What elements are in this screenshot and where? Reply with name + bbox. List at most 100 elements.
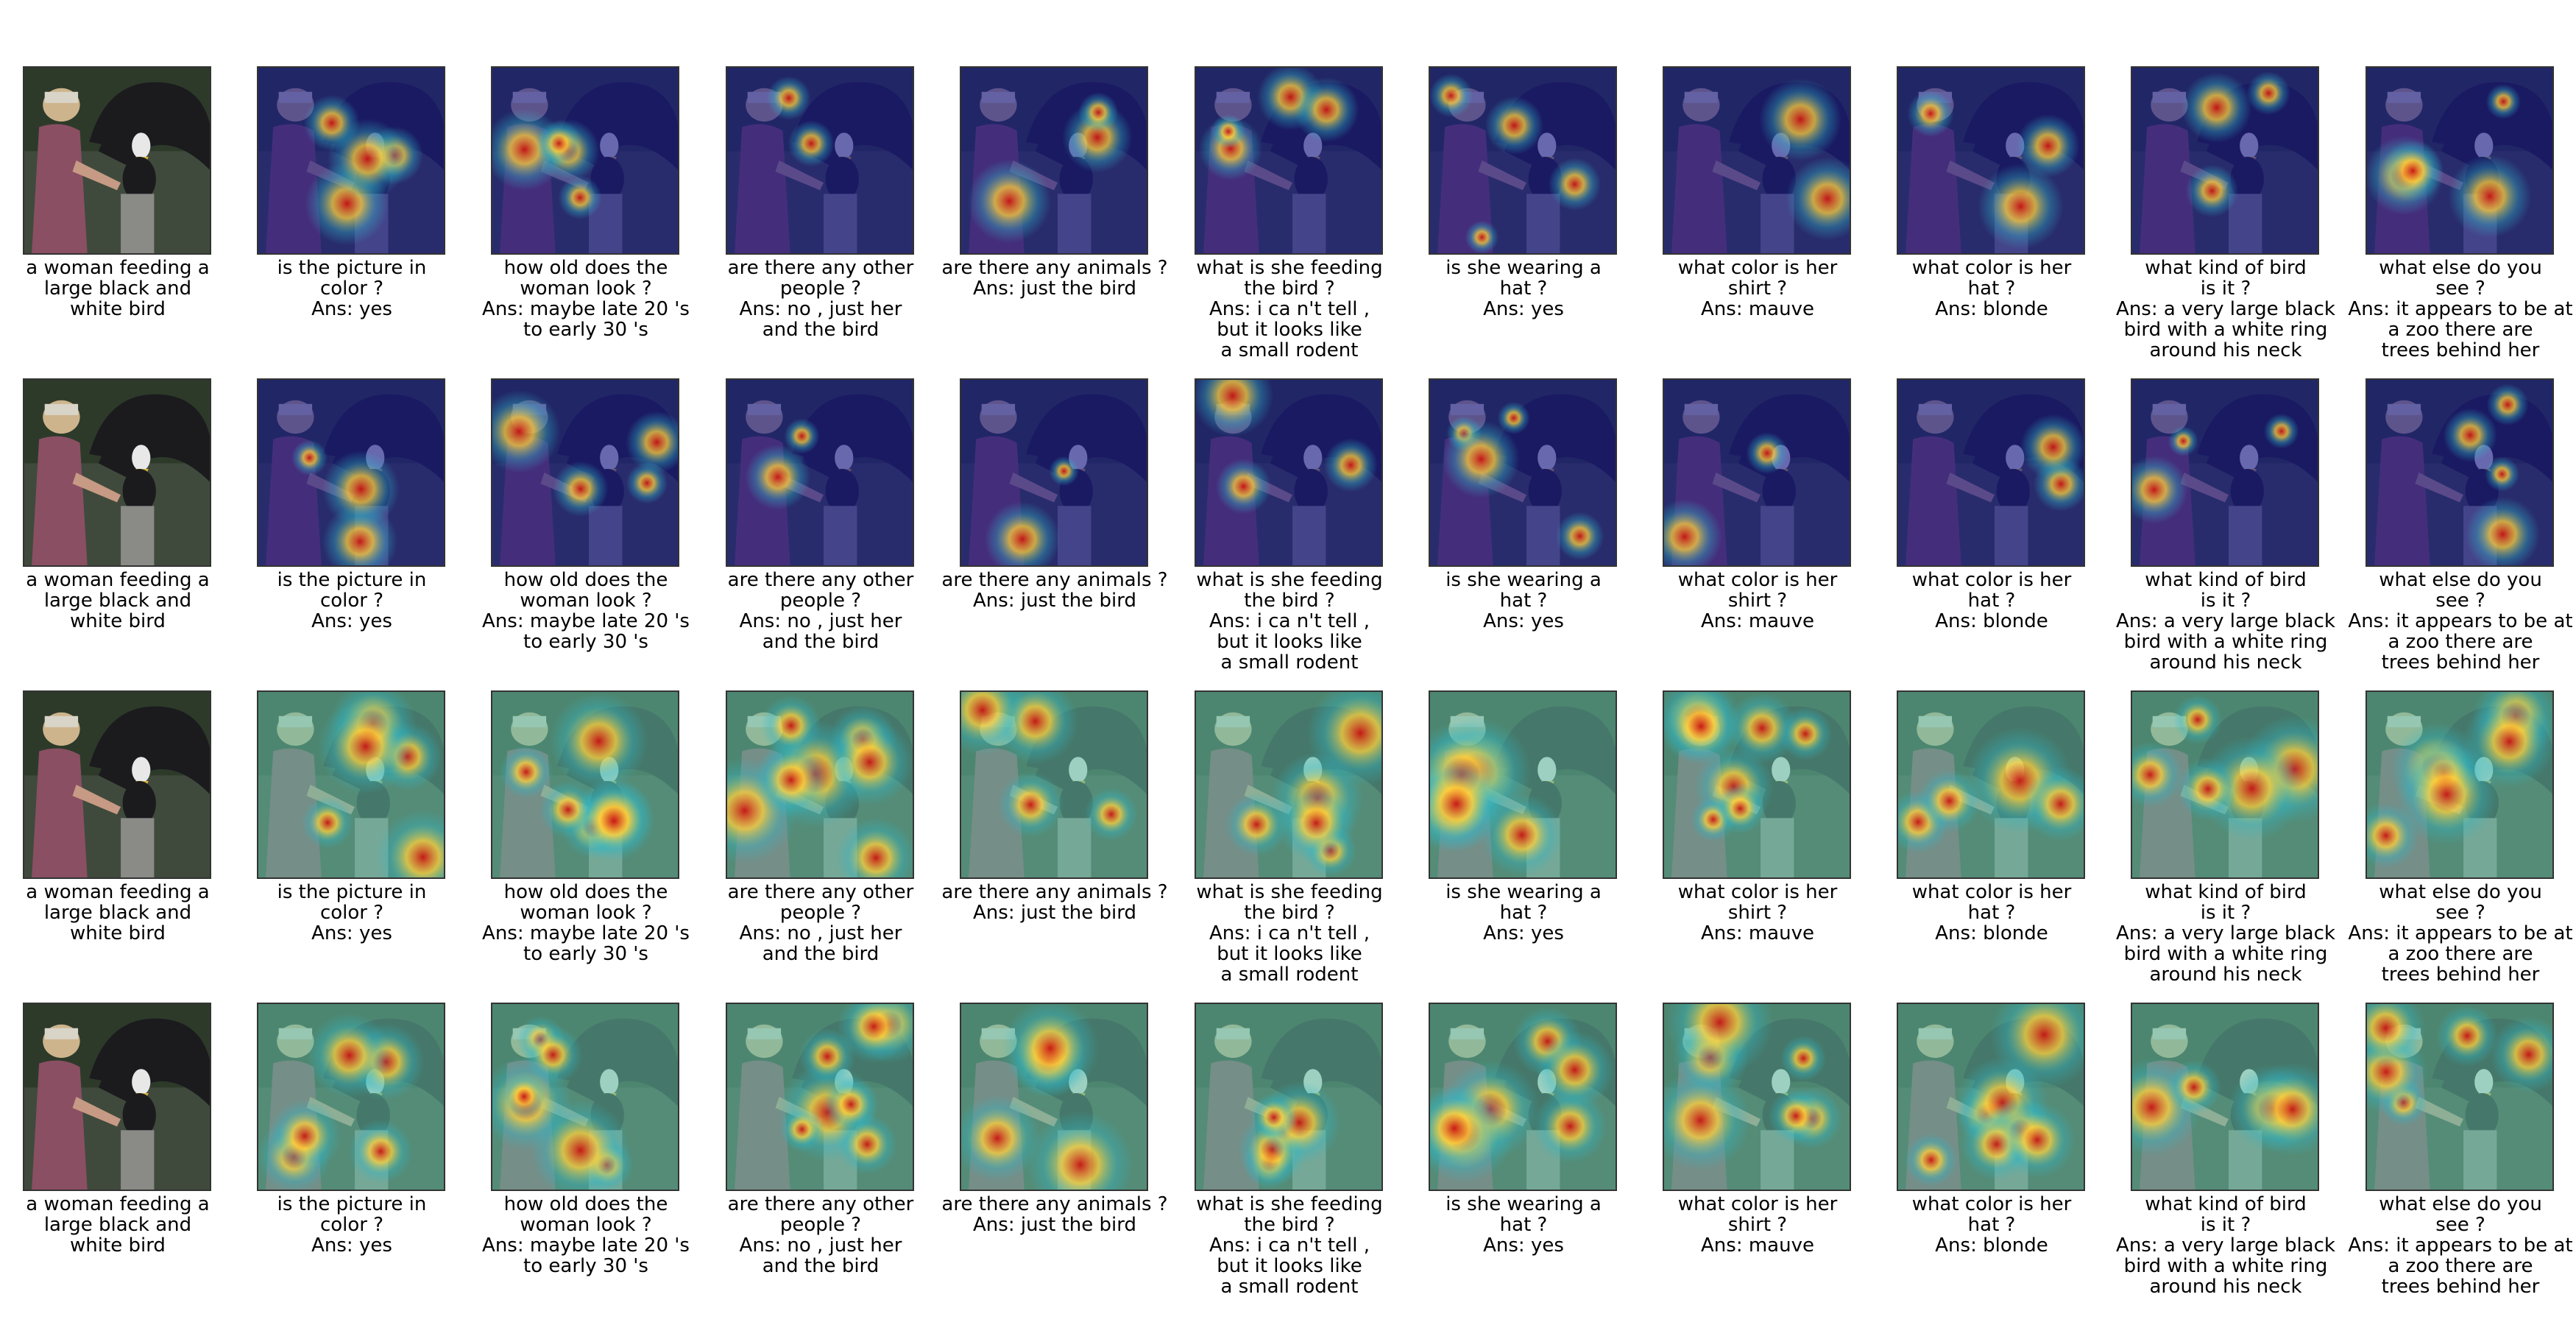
question-answer-caption: are there any animals ? Ans: just the bir…: [937, 258, 1172, 299]
question-answer-caption: are there any animals ? Ans: just the bir…: [937, 570, 1172, 611]
heatmap-panel: [1195, 378, 1383, 567]
caption-line: white bird: [70, 1234, 166, 1257]
heatmap-panel: [1897, 1003, 2085, 1191]
question-answer-caption: what else do you see ? Ans: it appears to …: [2343, 882, 2576, 985]
caption-line: color ?: [319, 278, 384, 300]
question-answer-caption: what color is her hat ? Ans: blonde: [1874, 570, 2109, 632]
caption-line: a woman feeding a: [26, 1193, 210, 1215]
caption-line: white bird: [70, 298, 166, 320]
question-answer-caption: what color is her shirt ? Ans: mauve: [1640, 882, 1875, 944]
heatmap-panel: [1429, 1003, 1617, 1191]
question-answer-caption: what kind of bird is it ? Ans: a very larg…: [2108, 258, 2343, 361]
heatmap-panel: [2366, 378, 2554, 567]
caption-line: are there any animals ?: [941, 1193, 1168, 1215]
caption-line: are there any other: [727, 1193, 914, 1215]
caption-line: how old does the: [503, 1193, 668, 1215]
caption-line: see ?: [2435, 278, 2485, 300]
caption-line: hat ?: [1967, 902, 2016, 924]
heatmap-image: [961, 380, 1147, 565]
heatmap-panel: [1195, 66, 1383, 255]
caption-line: people ?: [779, 278, 862, 300]
caption-line: Ans: blonde: [1935, 1234, 2048, 1257]
caption-line: the bird ?: [1244, 278, 1335, 300]
caption-line: Ans: mauve: [1701, 610, 1814, 632]
heatmap-panel: [726, 690, 914, 879]
caption-line: people ?: [779, 902, 862, 924]
question-answer-caption: what color is her shirt ? Ans: mauve: [1640, 570, 1875, 632]
caption-line: Ans: just the bird: [973, 1214, 1136, 1236]
caption-line: is it ?: [2200, 1214, 2251, 1236]
caption-line: hat ?: [1499, 278, 1548, 300]
question-answer-caption: are there any other people ? Ans: no , jus…: [703, 570, 938, 652]
question-answer-caption: is she wearing a hat ? Ans: yes: [1406, 258, 1641, 319]
question-answer-caption: how old does the woman look ? Ans: maybe l…: [468, 882, 704, 964]
caption-line: hat ?: [1499, 1214, 1548, 1236]
caption-line: but it looks like: [1217, 319, 1362, 341]
caption-line: is the picture in: [277, 1193, 427, 1215]
heatmap-panel: [1663, 690, 1851, 879]
heatmap-image: [1430, 68, 1616, 253]
caption-line: Ans: no , just her: [739, 298, 902, 320]
caption-line: hat ?: [1967, 278, 2016, 300]
caption-line: Ans: no , just her: [739, 610, 902, 632]
caption-line: people ?: [779, 590, 862, 612]
heatmap-panel: [960, 1003, 1148, 1191]
caption-line: a small rodent: [1220, 651, 1359, 674]
heatmap-panel: [2131, 66, 2319, 255]
question-answer-caption: what color is her hat ? Ans: blonde: [1874, 258, 2109, 319]
caption-line: are there any other: [727, 569, 914, 591]
caption-line: Ans: maybe late 20 's: [482, 1234, 690, 1257]
caption-line: what kind of bird: [2145, 1193, 2307, 1215]
question-answer-caption: how old does the woman look ? Ans: maybe l…: [468, 1194, 704, 1276]
caption-line: Ans: no , just her: [739, 922, 902, 944]
caption-line: around his neck: [2149, 964, 2302, 986]
heatmap-image: [1898, 380, 2084, 565]
question-answer-caption: is the picture in color ? Ans: yes: [234, 258, 470, 319]
caption-line: Ans: maybe late 20 's: [482, 610, 690, 632]
question-answer-caption: what color is her hat ? Ans: blonde: [1874, 882, 2109, 944]
caption-line: Ans: no , just her: [739, 1234, 902, 1257]
caption-line: Ans: yes: [311, 922, 392, 944]
heatmap-panel: [1195, 1003, 1383, 1191]
caption-line: are there any animals ?: [941, 569, 1168, 591]
heatmap-image: [2367, 68, 2552, 253]
question-answer-caption: what is she feeding the bird ? Ans: i ca n…: [1172, 882, 1407, 985]
caption-line: a small rodent: [1220, 964, 1359, 986]
heatmap-panel: [2131, 1003, 2319, 1191]
question-answer-caption: what is she feeding the bird ? Ans: i ca n…: [1172, 570, 1407, 673]
caption-line: how old does the: [503, 881, 668, 903]
caption-line: hat ?: [1499, 902, 1548, 924]
caption-line: Ans: just the bird: [973, 590, 1136, 612]
caption-line: see ?: [2435, 1214, 2485, 1236]
caption-line: around his neck: [2149, 651, 2302, 674]
heatmap-panel: [960, 690, 1148, 879]
caption-line: a zoo there are: [2388, 1255, 2533, 1277]
heatmap-image: [961, 692, 1147, 877]
heatmap-image: [1430, 380, 1616, 565]
caption-line: Ans: yes: [1483, 610, 1564, 632]
caption-line: Ans: yes: [1483, 298, 1564, 320]
caption-line: bird with a white ring: [2123, 319, 2328, 341]
photo-image: [24, 68, 210, 253]
caption-line: a small rodent: [1220, 1276, 1359, 1298]
heatmap-panel: [1429, 66, 1617, 255]
caption-line: what else do you: [2379, 1193, 2542, 1215]
question-answer-caption: is the picture in color ? Ans: yes: [234, 570, 470, 632]
caption-line: see ?: [2435, 902, 2485, 924]
heatmap-image: [1898, 68, 2084, 253]
photo-panel: [23, 378, 211, 567]
caption-line: to early 30 's: [523, 631, 648, 653]
caption-line: what kind of bird: [2145, 881, 2307, 903]
heatmap-panel: [491, 1003, 679, 1191]
caption-line: Ans: maybe late 20 's: [482, 922, 690, 944]
heatmap-panel: [1897, 66, 2085, 255]
heatmap-panel: [1429, 690, 1617, 879]
caption-line: the bird ?: [1244, 590, 1335, 612]
photo-panel: [23, 66, 211, 255]
heatmap-image: [1196, 1004, 1381, 1190]
question-answer-caption: what is she feeding the bird ? Ans: i ca n…: [1172, 1194, 1407, 1297]
heatmap-panel: [491, 66, 679, 255]
question-answer-caption: what kind of bird is it ? Ans: a very larg…: [2108, 882, 2343, 985]
caption-line: Ans: blonde: [1935, 610, 2048, 632]
